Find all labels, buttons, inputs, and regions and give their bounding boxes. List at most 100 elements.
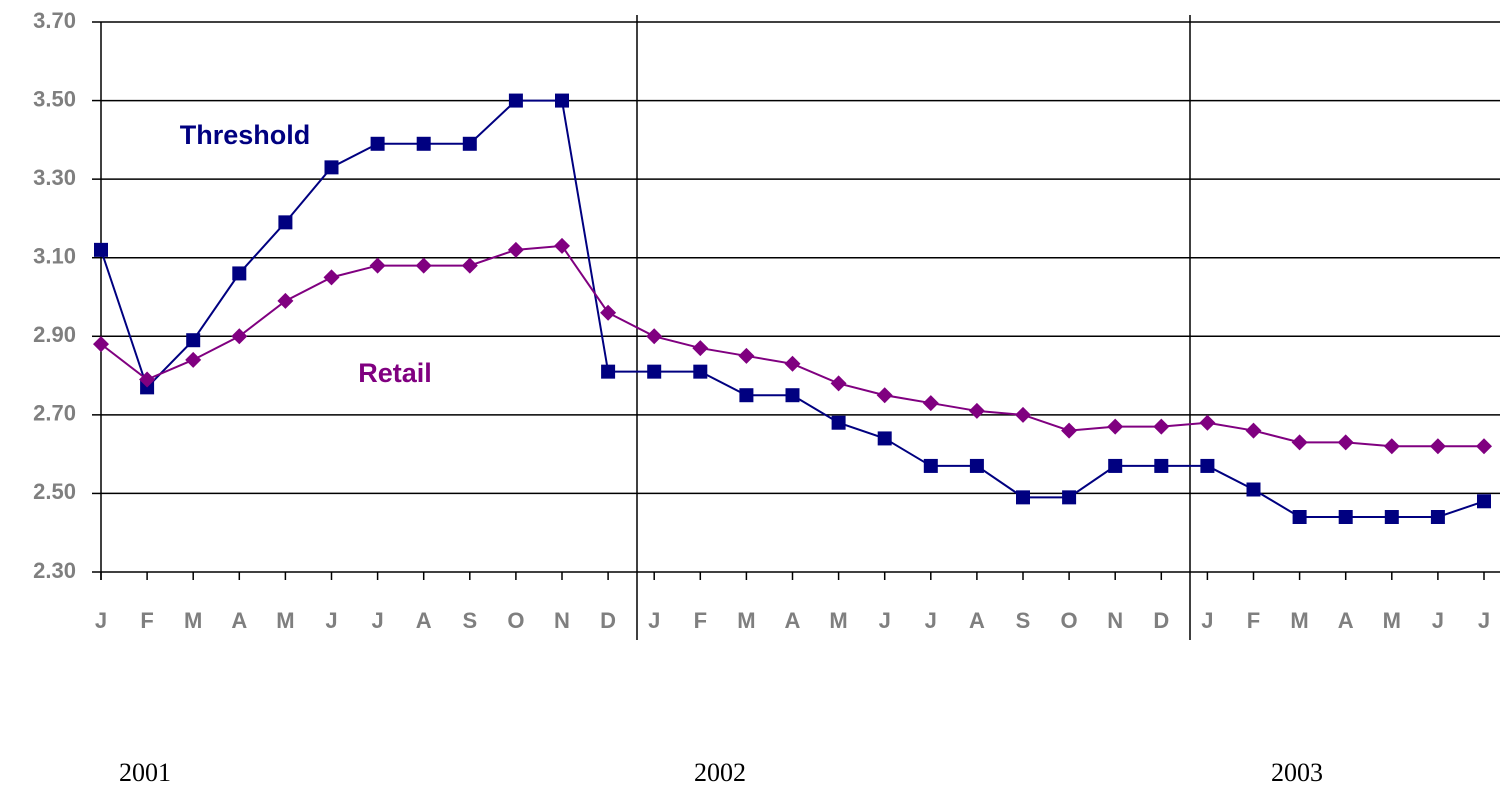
marker [969,458,984,473]
year-label: 2001 [119,758,171,787]
x-tick-label: S [462,608,477,633]
marker [278,215,293,230]
year-label: 2002 [694,758,746,787]
marker [968,402,985,419]
marker [1016,490,1030,505]
x-tick-label: M [1290,608,1308,633]
x-tick-label: J [1432,608,1444,633]
marker [1337,434,1354,451]
y-tick-label: 3.10 [33,244,76,269]
x-tick-label: M [276,608,294,633]
y-tick-label: 2.70 [33,401,76,426]
x-tick-label: F [140,608,153,633]
marker [415,257,432,274]
marker [231,328,248,345]
marker [416,136,431,151]
series-line [100,244,1484,448]
marker [1200,458,1215,473]
x-tick-label: S [1016,608,1031,633]
x-tick-label: F [694,608,707,633]
x-tick-label: A [416,608,432,633]
x-tick-label: J [95,608,107,633]
marker [646,328,663,345]
series-label: Threshold [180,120,311,150]
x-tick-label: O [1061,608,1078,633]
x-tick-label: O [507,608,524,633]
x-tick-label: M [184,608,202,633]
marker [1062,490,1077,505]
marker [830,375,847,392]
marker [1430,510,1445,524]
marker [1061,422,1078,439]
marker [1245,422,1262,439]
x-tick-label: J [1478,608,1490,633]
x-tick-label: F [1247,608,1260,633]
marker [277,292,294,309]
marker [1015,406,1031,423]
x-tick-label: D [600,608,616,633]
marker [785,388,800,403]
marker [1107,418,1124,435]
marker [647,364,662,379]
marker [93,336,109,353]
marker [508,93,523,108]
y-tick-label: 3.50 [33,86,76,111]
x-tick-label: A [785,608,801,633]
marker [507,241,524,258]
marker [555,93,569,108]
x-tick-label: J [648,608,660,633]
marker [922,395,939,412]
marker [461,257,478,274]
marker [139,371,156,388]
x-tick-label: M [1383,608,1401,633]
marker [370,136,385,151]
marker [1153,418,1170,435]
marker [554,237,570,254]
marker [831,415,846,430]
marker [323,269,340,286]
marker [692,340,709,357]
x-tick-label: J [1201,608,1213,633]
marker [693,364,708,379]
marker [232,266,247,281]
marker [1429,438,1446,455]
marker [1292,510,1307,524]
x-tick-label: A [1338,608,1354,633]
y-tick-label: 2.30 [33,558,76,583]
y-tick-label: 3.70 [33,8,76,33]
x-tick-label: J [371,608,383,633]
marker [1338,510,1353,524]
x-tick-label: A [231,608,247,633]
marker [784,355,801,372]
x-tick-label: M [829,608,847,633]
x-tick-label: J [879,608,891,633]
marker [1108,458,1123,473]
marker [1291,434,1308,451]
marker [1154,458,1169,473]
x-tick-label: N [1107,608,1123,633]
y-tick-label: 3.30 [33,165,76,190]
x-tick-label: A [969,608,985,633]
y-tick-label: 2.90 [33,322,76,347]
marker [369,257,386,274]
marker [186,333,201,348]
x-tick-label: J [925,608,937,633]
marker [600,304,617,321]
marker [1384,510,1399,524]
marker [185,351,202,368]
marker [876,387,893,404]
series-label: Retail [358,358,432,388]
marker [1477,494,1491,509]
marker [1246,482,1261,497]
x-tick-label: D [1153,608,1169,633]
marker [739,388,754,403]
marker [1476,438,1492,455]
marker [1199,414,1216,431]
marker [1383,438,1400,455]
year-label: 2003 [1271,758,1323,787]
marker [462,136,477,151]
x-tick-label: N [554,608,570,633]
marker [738,347,755,364]
marker [923,458,938,473]
